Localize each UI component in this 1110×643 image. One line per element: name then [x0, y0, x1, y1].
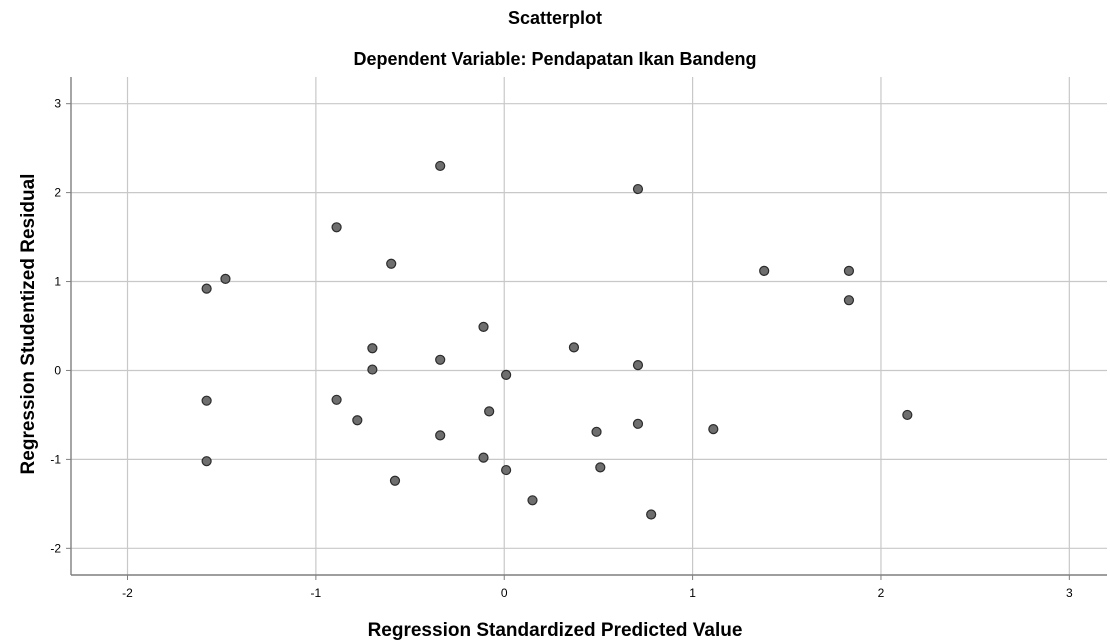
y-tick-label: -1 — [50, 452, 61, 466]
data-point — [331, 222, 342, 233]
data-point — [902, 409, 913, 421]
data-point — [220, 273, 231, 284]
y-tick-label: 2 — [54, 186, 61, 200]
grid-lines — [71, 77, 1107, 575]
data-point — [201, 395, 212, 406]
x-tick-label: -2 — [122, 586, 133, 600]
y-tick-label: 0 — [54, 363, 61, 377]
data-point — [331, 394, 342, 405]
tick-labels: -2 -1 0 1 2 3 -2 -1 0 1 2 3 — [50, 97, 1073, 600]
data-point — [386, 258, 397, 269]
data-point — [501, 369, 512, 381]
y-tick-label: 3 — [54, 97, 61, 111]
data-point — [478, 452, 489, 463]
data-point — [484, 406, 495, 417]
data-point — [646, 509, 657, 520]
chart-title: Scatterplot — [507, 8, 603, 28]
x-tick-label: 1 — [689, 586, 696, 600]
data-point — [568, 342, 580, 353]
y-tick-label: -2 — [50, 541, 61, 555]
data-point — [632, 360, 644, 371]
data-point — [708, 424, 719, 435]
data-point — [595, 462, 606, 473]
data-point — [201, 456, 212, 467]
x-axis-label: Regression Standardized Predicted Value — [367, 620, 743, 641]
data-point — [591, 426, 602, 437]
data-point — [435, 430, 446, 441]
axes — [66, 77, 1107, 580]
y-tick-label: 1 — [54, 275, 61, 289]
data-point — [389, 475, 401, 486]
data-point — [632, 183, 644, 195]
data-point — [759, 265, 770, 276]
x-tick-label: 3 — [1066, 586, 1073, 600]
data-points — [201, 160, 913, 520]
x-tick-label: 0 — [501, 586, 508, 600]
data-point — [632, 418, 644, 429]
x-tick-label: -1 — [311, 586, 322, 600]
data-point — [843, 295, 855, 306]
data-point — [367, 364, 378, 375]
data-point — [843, 265, 855, 276]
data-point — [501, 464, 512, 476]
data-point — [435, 160, 446, 172]
data-point — [527, 495, 538, 506]
data-point — [352, 415, 363, 426]
x-tick-label: 2 — [878, 586, 885, 600]
data-point — [435, 354, 446, 365]
data-point — [201, 283, 212, 294]
chart-subtitle: Dependent Variable: Pendapatan Ikan Band… — [353, 49, 757, 69]
data-point — [367, 343, 378, 354]
data-point — [478, 321, 489, 332]
